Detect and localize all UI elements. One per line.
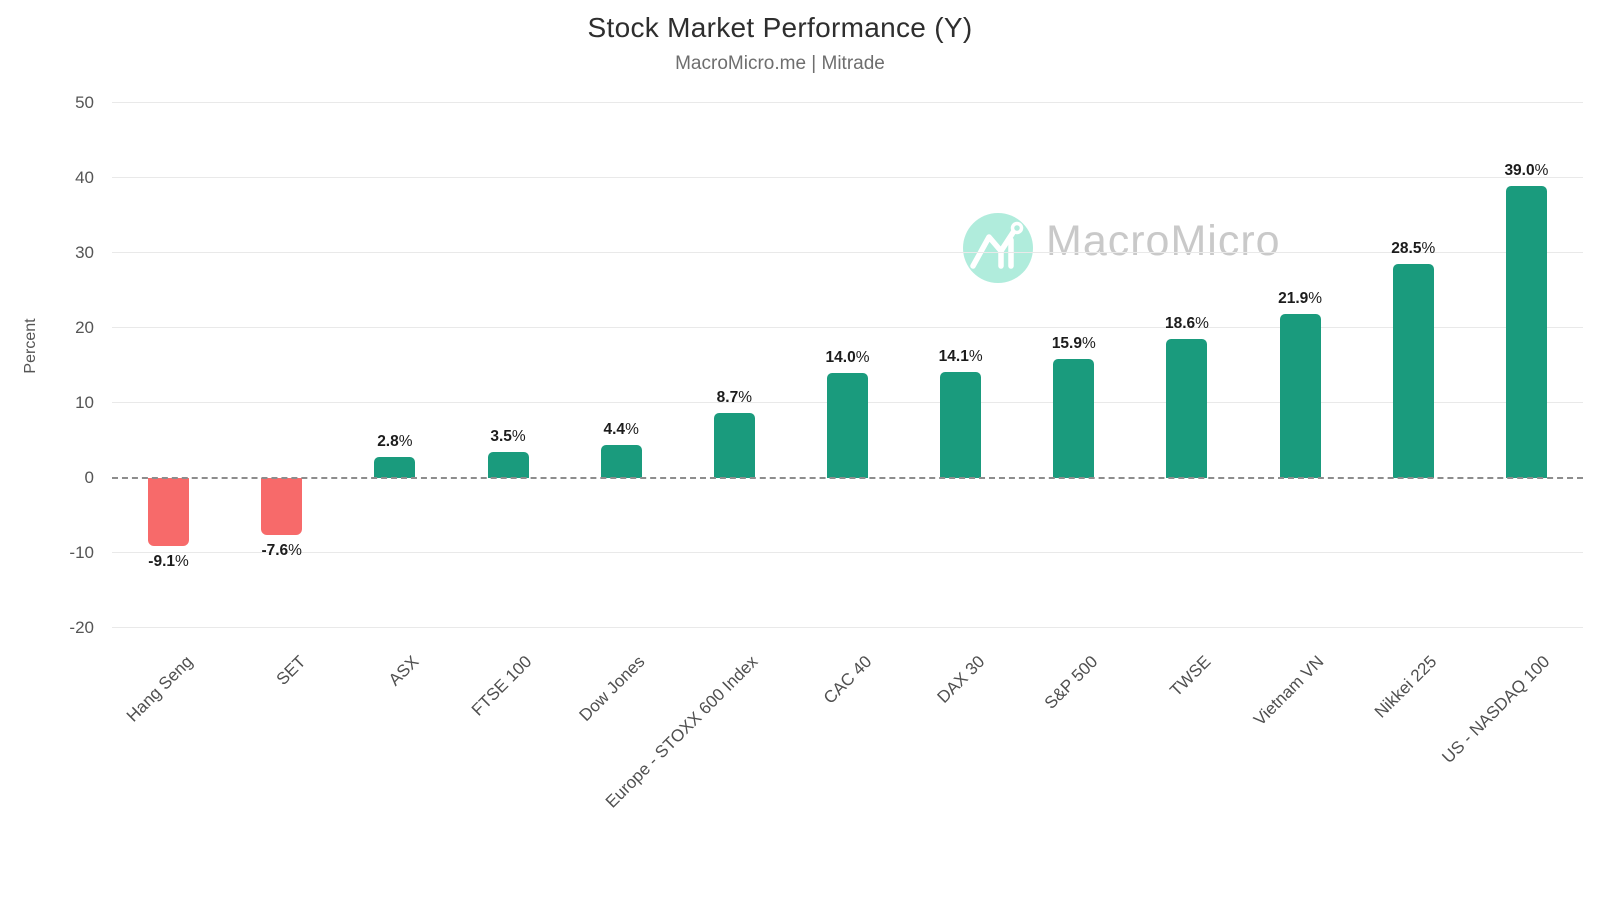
bar-twse[interactable] — [1166, 338, 1208, 478]
gridline — [112, 102, 1583, 103]
y-tick-label: 40 — [75, 168, 94, 187]
x-axis-label-nikkei-225: Nikkei 225 — [1371, 652, 1441, 722]
bar-asx[interactable] — [374, 457, 416, 478]
x-axis-label-cac-40: CAC 40 — [819, 652, 875, 708]
x-axis-label-asx: ASX — [384, 652, 423, 690]
chart-title: Stock Market Performance (Y) — [587, 12, 973, 43]
bar-value-label: 2.8% — [377, 433, 413, 450]
x-axis-label-dow-jones: Dow Jones — [575, 652, 649, 725]
bar-value-label: 21.9% — [1278, 289, 1323, 307]
gridline — [112, 252, 1583, 253]
watermark-brand-text: MacroMicro — [1046, 217, 1281, 265]
bar-dax-30[interactable] — [940, 372, 982, 478]
y-tick-label: 10 — [75, 393, 94, 412]
y-tick-label: -20 — [69, 618, 94, 637]
y-tick-label: 50 — [75, 93, 94, 112]
bar-value-label: 18.6% — [1164, 314, 1209, 332]
bar-value-label: -9.1% — [148, 553, 189, 571]
macromicro-logo-icon — [963, 213, 1033, 283]
bar-dow-jones[interactable] — [600, 445, 642, 478]
y-tick-label: -10 — [69, 543, 94, 562]
gridline — [112, 327, 1583, 328]
x-axis-label-europe-stoxx-600-index: Europe - STOXX 600 Index — [602, 652, 762, 812]
bar-cac-40[interactable] — [827, 373, 868, 478]
bar-s-p-500[interactable] — [1053, 358, 1095, 478]
x-axis-label-s-p-500: S&P 500 — [1040, 652, 1102, 713]
bar-value-label: 3.5% — [490, 427, 526, 445]
zero-baseline — [112, 477, 1583, 479]
x-axis-label-set: SET — [272, 652, 310, 689]
bar-value-label: 14.0% — [825, 349, 870, 366]
bar-value-label: 39.0% — [1504, 161, 1549, 179]
bar-value-label: 15.9% — [1051, 334, 1096, 352]
x-axis-label-us-nasdaq-100: US - NASDAQ 100 — [1438, 652, 1554, 767]
x-axis-label-hang-seng: Hang Seng — [122, 652, 197, 726]
bar-value-label: 14.1% — [938, 348, 983, 366]
bar-hang-seng[interactable] — [148, 478, 190, 547]
x-axis-label-dax-30: DAX 30 — [933, 652, 989, 707]
x-axis-label-twse: TWSE — [1166, 652, 1215, 701]
bar-nikkei-225[interactable] — [1392, 264, 1434, 478]
bar-us-nasdaq-100[interactable] — [1505, 185, 1547, 478]
bar-value-label: 8.7% — [716, 388, 753, 406]
gridline — [112, 627, 1583, 628]
gridline — [112, 552, 1583, 553]
bar-vietnam-vn[interactable] — [1279, 313, 1321, 478]
x-axis-label-vietnam-vn: Vietnam VN — [1250, 652, 1328, 730]
y-tick-label: 20 — [75, 318, 94, 337]
bar-set[interactable] — [261, 478, 303, 535]
bar-ftse-100[interactable] — [487, 451, 529, 478]
gridline — [112, 177, 1583, 178]
bar-value-label: 4.4% — [603, 421, 639, 438]
bar-value-label: 28.5% — [1391, 240, 1436, 258]
bar-value-label: -7.6% — [261, 542, 302, 559]
y-tick-label: 0 — [84, 468, 94, 487]
bar-europe-stoxx-600-index[interactable] — [713, 412, 755, 478]
chart-subtitle: MacroMicro.me | Mitrade — [675, 53, 885, 74]
y-tick-label: 30 — [75, 243, 94, 262]
x-axis-label-ftse-100: FTSE 100 — [467, 652, 536, 720]
